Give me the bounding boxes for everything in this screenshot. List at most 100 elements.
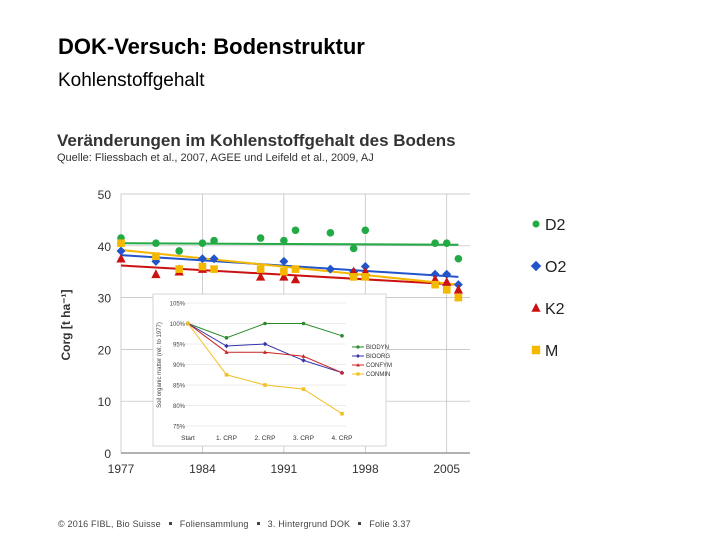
y-tick-label: 20: [98, 343, 112, 357]
data-point-d2: [291, 226, 300, 235]
data-point-d2: [349, 244, 358, 253]
inset-chart: 75% 80% 85% 90% 95% 100% 105% Start 1. CRP 2. CRP…: [152, 293, 392, 447]
data-point-o2: [325, 264, 335, 274]
data-point-k2: [290, 274, 301, 284]
inset-point-conmin: [340, 411, 344, 416]
trend-line-m: [120, 248, 459, 286]
footer: © 2016 FIBL, Bio Suisse Foliensammlung 3. …: [58, 519, 411, 529]
inset-point-biodyn: [224, 336, 229, 340]
trend-line-d2: [120, 242, 459, 246]
data-point-m: [256, 265, 265, 273]
inset-legend-label-biodyn: BIODYN: [366, 345, 389, 351]
main-axes: 0 10 20 30 40 50 1977 1984 1991 1998 2005 Corg [t h…: [59, 188, 470, 476]
legend-label-o2: O2: [545, 259, 566, 276]
inset-y-tick-label: 85%: [173, 384, 186, 390]
inset-x-tick-label: 2. CRP: [255, 435, 276, 442]
data-point-o2: [209, 254, 219, 264]
data-point-m: [431, 280, 439, 289]
y-axis-label: Corg [t ha⁻¹]: [59, 290, 73, 361]
inset-legend-marker-bioorg: [356, 354, 360, 358]
legend-marker-k2: [531, 302, 541, 312]
data-point-m: [117, 239, 125, 248]
inset-y-tick-label: 100%: [170, 322, 186, 328]
data-point-d2: [454, 254, 463, 263]
inset-legend-label-conmin: CONMIN: [366, 372, 390, 378]
inset-point-conmin: [301, 387, 306, 391]
trend-line-k2: [120, 264, 459, 286]
x-tick-label: 1998: [352, 462, 379, 476]
chart-source: Quelle: Fliessbach et al., 2007, AGEE un…: [57, 152, 374, 164]
footer-collection: Foliensammlung: [179, 519, 249, 529]
x-tick-label: 1984: [189, 462, 216, 476]
data-point-d2: [256, 234, 265, 242]
data-point-m: [280, 267, 288, 276]
data-point-o2: [116, 246, 126, 256]
inset-point-bioorg: [262, 341, 268, 347]
data-point-d2: [326, 229, 335, 237]
inset-x-tick-label: 1. CRP: [216, 435, 237, 442]
main-data-points: [116, 226, 463, 302]
inset-y-tick-label: 75%: [173, 425, 186, 431]
inset-legend-marker-biodyn: [356, 345, 360, 349]
x-tick-label: 1991: [271, 462, 298, 476]
inset-legend-label-confym: CONFYM: [366, 363, 392, 369]
y-tick-label: 0: [104, 447, 111, 461]
main-legend: D2 O2 K2 M: [530, 217, 566, 360]
inset-point-biodyn: [301, 321, 306, 326]
data-point-m: [454, 293, 463, 302]
data-point-o2: [279, 256, 289, 266]
inset-point-bioorg: [224, 343, 229, 349]
data-point-m: [442, 286, 451, 294]
data-point-k2: [151, 269, 161, 279]
legend-marker-d2: [532, 220, 540, 228]
inset-point-biodyn: [263, 321, 267, 326]
x-tick-label: 1977: [108, 462, 135, 476]
inset-point-biodyn: [340, 334, 344, 338]
inset-legend-marker-conmin: [356, 372, 360, 376]
data-point-o2: [197, 254, 207, 264]
inset-point-confym: [263, 350, 267, 354]
data-point-m: [175, 265, 183, 273]
data-point-m: [152, 252, 160, 260]
inset-point-conmin: [186, 321, 190, 326]
y-tick-label: 30: [98, 292, 112, 306]
data-point-m: [349, 273, 358, 281]
data-point-d2: [442, 239, 451, 248]
data-point-m: [198, 262, 207, 271]
inset-point-confym: [340, 370, 344, 375]
legend-marker-o2: [530, 260, 542, 272]
data-point-o2: [360, 262, 370, 272]
inset-y-tick-label: 80%: [173, 404, 186, 410]
inset-point-conmin: [224, 372, 229, 377]
legend-label-m: M: [545, 343, 558, 360]
inset-x-tick-label: 4. CRP: [332, 435, 353, 442]
data-point-o2: [453, 280, 463, 290]
data-point-d2: [361, 226, 370, 235]
footer-slide-number: Folie 3.37: [369, 519, 411, 529]
inset-background: [152, 293, 387, 447]
slide-subtitle: Kohlenstoffgehalt: [58, 70, 205, 91]
inset-point-confym: [301, 354, 306, 358]
data-point-d2: [431, 239, 439, 248]
inset-x-tick-label: Start: [181, 435, 195, 442]
footer-copyright: © 2016 FIBL, Bio Suisse: [58, 519, 161, 529]
inset-point-confym: [224, 350, 229, 354]
data-point-d2: [198, 239, 207, 248]
data-point-d2: [152, 239, 160, 248]
y-tick-label: 10: [98, 395, 112, 409]
legend-marker-m: [531, 345, 541, 355]
data-point-d2: [175, 247, 183, 255]
data-point-k2: [453, 284, 463, 294]
data-point-o2: [430, 269, 440, 279]
footer-separator: [168, 522, 172, 525]
inset-point-bioorg: [301, 358, 306, 363]
y-tick-label: 40: [98, 240, 112, 254]
data-point-k2: [255, 271, 266, 281]
y-tick-label: 50: [98, 188, 112, 202]
inset-y-tick-label: 105%: [170, 302, 186, 308]
footer-section: 3. Hintergrund DOK: [267, 519, 351, 529]
data-point-k2: [279, 271, 289, 281]
data-point-m: [291, 265, 300, 273]
legend-label-d2: D2: [545, 217, 566, 234]
